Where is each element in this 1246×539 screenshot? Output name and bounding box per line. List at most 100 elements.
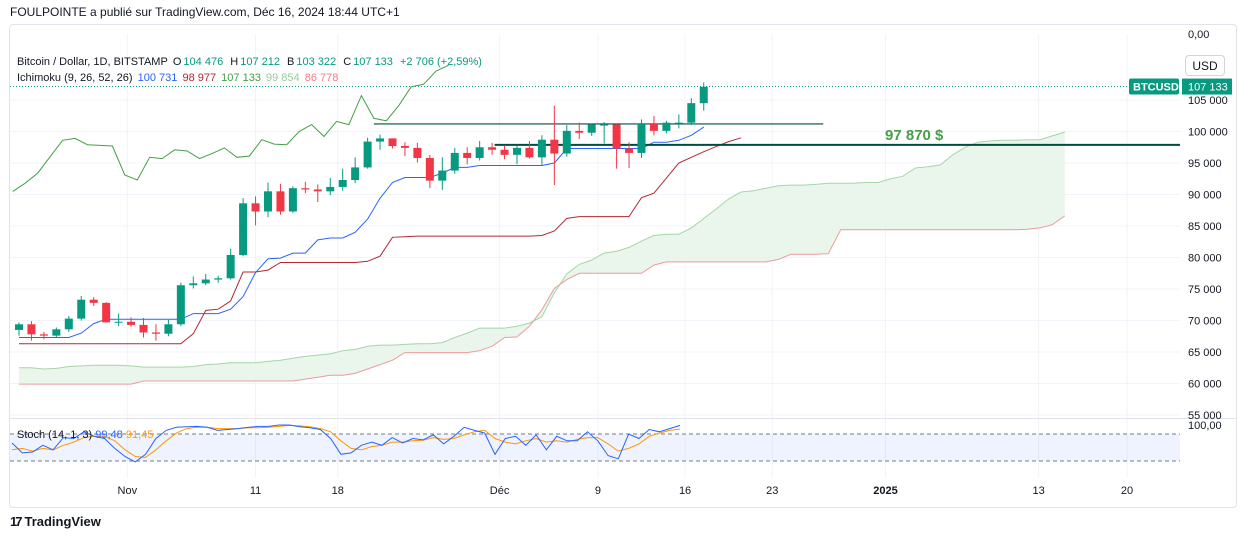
candle [89, 297, 98, 307]
time-tick-label: Nov [118, 485, 138, 497]
candle-body [151, 332, 160, 334]
candle-body [15, 324, 23, 330]
candle [525, 140, 534, 159]
candle-body [127, 321, 136, 325]
candle [326, 178, 335, 196]
tradingview-logo[interactable]: 17 TradingView [10, 514, 101, 529]
candle [39, 331, 48, 340]
candle-body [201, 279, 210, 284]
candle [189, 276, 198, 289]
candle [513, 145, 521, 165]
ticker-tag-label: BTCUSD [1133, 82, 1179, 94]
ichimoku-tenkan-value: 100 731 [137, 72, 178, 84]
candle [537, 135, 546, 165]
symbol-name[interactable]: Bitcoin / Dollar, 1D, BITSTAMP [17, 56, 168, 68]
candle-body [27, 324, 36, 335]
publish-header: FOULPOINTE a publié sur TradingView.com,… [10, 5, 400, 19]
candle-body [77, 299, 86, 319]
price-tick-label: 70 000 [1188, 316, 1222, 328]
candle-body [649, 123, 658, 131]
time-tick-label: 11 [250, 485, 261, 497]
ichimoku-span-a-value: 99 854 [266, 72, 300, 84]
candle-body [376, 138, 385, 142]
candle-body [413, 147, 422, 158]
candle-body [662, 122, 671, 131]
candle [114, 313, 123, 327]
candle [27, 321, 36, 341]
candle [102, 302, 111, 323]
stoch-label: Stoch (14, 1, 3) [17, 429, 95, 441]
candle-body [400, 145, 409, 148]
candle [52, 327, 61, 338]
candle-body [276, 191, 285, 212]
time-tick-label: 9 [595, 485, 601, 497]
time-tick-label: 23 [766, 485, 778, 497]
candle-body [313, 189, 322, 192]
price-tick-label: 80 000 [1188, 253, 1222, 265]
tenkan-sen-line [19, 126, 705, 338]
candle-body [388, 138, 397, 146]
price-axis-top-label: 0,00 [1188, 29, 1210, 41]
candle [139, 317, 148, 338]
candle [164, 319, 173, 337]
candle [425, 154, 434, 189]
candle-body [176, 285, 185, 325]
candle [376, 134, 385, 150]
ichimoku-kijun-value: 98 977 [182, 72, 217, 84]
stoch-k-value: 99,48 [95, 429, 126, 441]
ichimoku-label[interactable]: Ichimoku (9, 26, 52, 26) [17, 72, 133, 84]
candle [649, 115, 658, 136]
candle [15, 322, 23, 336]
candle [313, 184, 322, 203]
close-label: C [343, 56, 352, 68]
candle-body [338, 180, 347, 187]
open-value: 104 476 [183, 56, 224, 68]
candle-body [513, 147, 521, 155]
currency-button[interactable]: USD [1185, 55, 1225, 76]
chikou-span-line [12, 64, 449, 192]
candle [77, 295, 86, 321]
stoch-k-line [11, 424, 681, 463]
candle-body [52, 329, 61, 336]
ichimoku-legend: Ichimoku (9, 26, 52, 26) 100 731 98 977 … [17, 72, 340, 84]
candle-body [699, 86, 708, 104]
chart-frame [9, 24, 1237, 508]
candle [264, 182, 272, 218]
candle [413, 142, 422, 163]
candle-body [301, 188, 310, 190]
candle-body [687, 103, 696, 123]
candle [550, 105, 559, 186]
candle-body [226, 254, 235, 279]
candle-body [537, 139, 546, 158]
candle-body [488, 147, 497, 150]
price-tick-label: 75 000 [1188, 284, 1222, 296]
candle [239, 198, 248, 257]
price-tick-label: 55 000 [1188, 410, 1222, 422]
last-price-tag [1182, 78, 1232, 95]
candle [625, 142, 634, 169]
candle [388, 138, 397, 149]
high-value: 107 212 [240, 56, 280, 68]
candle-body [674, 122, 683, 124]
last-price-label: 107 133 [1188, 82, 1228, 94]
candle [176, 282, 185, 327]
candle-body [550, 139, 559, 154]
candle [575, 122, 584, 140]
ichimoku-span-b-value: 86 778 [304, 72, 339, 84]
candle-body [139, 324, 148, 333]
stoch-axis-label: 100,00 [1188, 420, 1222, 432]
candle-body [463, 152, 472, 158]
candle [226, 248, 235, 280]
candle [500, 145, 509, 160]
time-tick-label: 13 [1033, 485, 1045, 497]
candle [201, 273, 210, 286]
candle [400, 142, 409, 157]
open-label: O [172, 56, 182, 68]
candle-body [425, 157, 434, 181]
candle [127, 317, 136, 327]
candle [662, 120, 671, 134]
low-label: B [287, 56, 295, 68]
candle [276, 183, 285, 215]
candle [674, 114, 683, 129]
